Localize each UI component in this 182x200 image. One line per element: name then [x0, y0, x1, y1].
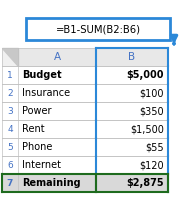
Text: $5,000: $5,000 — [126, 70, 164, 80]
Text: $55: $55 — [145, 142, 164, 152]
Bar — [2, 66, 18, 84]
Text: Power: Power — [22, 106, 52, 116]
Bar — [96, 138, 168, 156]
Text: Rent: Rent — [22, 124, 45, 134]
Text: Insurance: Insurance — [22, 88, 70, 98]
Bar — [2, 156, 18, 174]
Bar — [18, 156, 96, 174]
Bar — [96, 84, 168, 102]
Text: $100: $100 — [139, 88, 164, 98]
Text: B: B — [128, 52, 136, 62]
Bar — [2, 84, 18, 102]
Bar — [18, 102, 96, 120]
Bar — [96, 156, 168, 174]
Bar — [96, 66, 168, 84]
Text: Remaining: Remaining — [22, 178, 81, 188]
Bar — [2, 120, 18, 138]
Text: A: A — [54, 52, 61, 62]
Text: 4: 4 — [7, 124, 13, 134]
Text: 7: 7 — [7, 178, 13, 188]
Bar — [2, 102, 18, 120]
Bar — [18, 48, 96, 66]
Bar — [96, 174, 168, 192]
Text: Phone: Phone — [22, 142, 52, 152]
Text: Internet: Internet — [22, 160, 61, 170]
Text: $2,875: $2,875 — [126, 178, 164, 188]
Text: $350: $350 — [139, 106, 164, 116]
Bar — [18, 138, 96, 156]
Bar — [18, 66, 96, 84]
Text: $120: $120 — [139, 160, 164, 170]
Text: 1: 1 — [7, 71, 13, 79]
Bar — [96, 102, 168, 120]
Text: 5: 5 — [7, 142, 13, 152]
Bar — [96, 120, 168, 138]
Text: 3: 3 — [7, 106, 13, 116]
Bar — [2, 174, 18, 192]
Bar — [2, 48, 18, 66]
Text: $1,500: $1,500 — [130, 124, 164, 134]
Text: 2: 2 — [7, 88, 13, 98]
Bar — [96, 48, 168, 66]
Bar — [18, 84, 96, 102]
Text: Budget: Budget — [22, 70, 62, 80]
Text: =B1-SUM(B2:B6): =B1-SUM(B2:B6) — [56, 24, 141, 34]
Bar — [2, 138, 18, 156]
Bar — [18, 174, 96, 192]
Bar — [18, 120, 96, 138]
Polygon shape — [2, 48, 18, 66]
Bar — [26, 18, 170, 40]
Text: 6: 6 — [7, 160, 13, 170]
